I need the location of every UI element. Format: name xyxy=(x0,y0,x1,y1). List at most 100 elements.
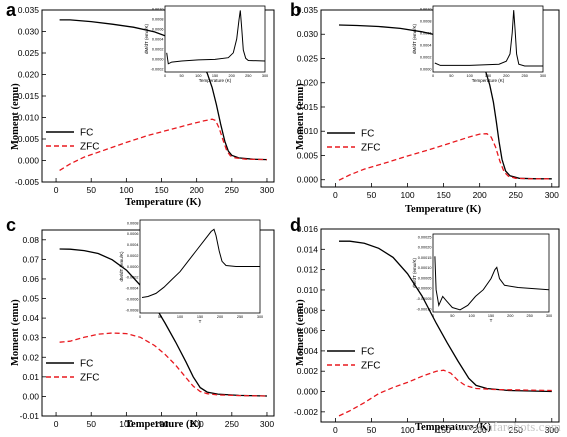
inset-x-tick-label: 100 xyxy=(468,314,474,318)
inset-y-axis-title: dM/dT (emu/K) xyxy=(412,24,417,54)
inset-frame xyxy=(432,233,550,313)
y-tick-label: 0.010 xyxy=(297,285,319,295)
series-fc-line xyxy=(338,24,552,180)
inset-dmdt-line xyxy=(434,10,543,67)
y-tick-label: 0.07 xyxy=(22,254,39,264)
chart-panel-d: 0 50 100 150 200 250 300 -0.002 0.000 0.002 0.004 0… xyxy=(294,224,560,435)
inset-frame xyxy=(164,5,266,73)
y-tick-label: 0.04 xyxy=(22,313,39,323)
series-fc-line xyxy=(59,19,268,161)
y-tick-label: 0.002 xyxy=(297,366,319,376)
inset-x-tick-label: 50 xyxy=(158,315,162,319)
inset-x-axis-title: Temperature (K) xyxy=(472,78,505,83)
inset-y-tick-label: -0.0004 xyxy=(126,287,139,291)
inset-x-axis-title: T xyxy=(199,319,202,324)
inset-x-axis-title: T xyxy=(490,318,493,323)
inset-x-tick-label: 300 xyxy=(257,315,263,319)
inset-x-tick-label: 300 xyxy=(262,74,268,78)
inset-frame xyxy=(432,5,544,73)
series-zfc-line xyxy=(59,332,268,397)
y-tick-label: 0.010 xyxy=(18,113,40,123)
inset-y-tick-label: -0.00005 xyxy=(417,297,432,301)
inset-y-tick-label: 0.0008 xyxy=(420,19,432,23)
panel-label-b: b xyxy=(290,0,301,20)
legend-label-zfc: ZFC xyxy=(80,142,99,153)
y-tick-label: 0.016 xyxy=(297,224,319,234)
x-axis-title-c: Temperature (K) xyxy=(125,419,202,430)
y-tick-label: 0.005 xyxy=(297,150,319,160)
legend-label-fc: FC xyxy=(80,359,93,370)
y-tick-label: 0.000 xyxy=(297,175,319,185)
inset-x-tick-label: 150 xyxy=(488,314,494,318)
x-axis-title-b: Temperature (K) xyxy=(405,204,482,215)
inset-y-tick-label: 0.0004 xyxy=(420,43,432,47)
inset-y-tick-label: 0.0002 xyxy=(127,254,139,258)
x-tick-label: 300 xyxy=(260,419,274,429)
legend-label-zfc: ZFC xyxy=(361,361,380,372)
inset-x-tick-label: 150 xyxy=(485,74,491,78)
inset-x-tick-label: 200 xyxy=(228,74,234,78)
series-zfc-line xyxy=(59,118,268,171)
y-tick-label: 0.035 xyxy=(18,5,40,15)
y-tick-label: 0.00 xyxy=(22,391,39,401)
inset-y-tick-label: 0.0004 xyxy=(127,243,139,247)
x-tick-label: 0 xyxy=(54,185,59,195)
series-fc-line xyxy=(339,240,552,393)
inset-x-tick-label: 250 xyxy=(526,314,532,318)
inset-y-tick-label: 0.00005 xyxy=(418,276,432,280)
legend-label-fc: FC xyxy=(361,129,374,140)
y-tick-label: 0.015 xyxy=(18,91,40,101)
inset-x-tick-label: 200 xyxy=(217,315,223,319)
x-tick-label: 250 xyxy=(509,190,523,200)
x-tick-label: 200 xyxy=(190,419,204,429)
y-tick-label: 0.025 xyxy=(18,48,40,58)
y-tick-label: 0.030 xyxy=(297,29,319,39)
y-tick-label: 0.035 xyxy=(297,5,319,15)
x-axis-title-d: Temperature (K) xyxy=(415,422,492,433)
inset-x-tick-label: 0 xyxy=(432,314,434,318)
legend-label-fc: FC xyxy=(80,128,93,139)
inset-x-tick-label: 200 xyxy=(503,74,509,78)
inset-y-tick-label: 0.00000 xyxy=(418,287,432,291)
inset-x-tick-label: 50 xyxy=(449,74,453,78)
inset-x-tick-label: 100 xyxy=(195,74,201,78)
y-tick-label: 0.05 xyxy=(22,294,39,304)
x-tick-label: 300 xyxy=(545,190,559,200)
inset-y-tick-label: 0.0004 xyxy=(152,37,164,41)
y-tick-label: 0.025 xyxy=(297,53,319,63)
inset-x-axis-title: Temperature (K) xyxy=(199,78,232,83)
inset-y-tick-label: -0.0006 xyxy=(126,297,139,301)
x-tick-label: 150 xyxy=(154,185,168,195)
inset-x-tick-label: 300 xyxy=(546,314,552,318)
x-tick-label: 150 xyxy=(437,190,451,200)
y-tick-label: 0.000 xyxy=(18,156,40,166)
inset-x-tick-label: 250 xyxy=(237,315,243,319)
inset-y-axis-title: dM/dT (emu/K) xyxy=(119,251,124,281)
chart-panel-a: 0 50 100 150 200 250 300 -0.005 0.000 0.005 0.010 0… xyxy=(15,5,275,195)
inset-y-tick-label: 0.0006 xyxy=(127,232,139,236)
x-tick-label: 0 xyxy=(333,425,338,435)
inset-y-tick-label: 0.0002 xyxy=(420,55,432,59)
x-tick-label: 200 xyxy=(473,425,487,435)
legend-label-zfc: ZFC xyxy=(80,373,99,384)
plot-frame xyxy=(320,228,560,423)
x-tick-label: 50 xyxy=(86,185,96,195)
y-tick-label: 0.008 xyxy=(297,305,319,315)
inset-y-axis-title: dM/dT (emu/K) xyxy=(412,258,417,288)
chart-panel-b: 0 50 100 150 200 250 300 0.000 0.005 0.010 0.015 0.… xyxy=(297,5,560,200)
inset-y-tick-label: 0.0006 xyxy=(152,27,164,31)
y-tick-label: 0.030 xyxy=(18,27,40,37)
inset-x-tick-label: 150 xyxy=(197,315,203,319)
inset-x-tick-label: 0 xyxy=(164,74,166,78)
inset-x-tick-label: 250 xyxy=(521,74,527,78)
x-tick-label: 150 xyxy=(437,425,451,435)
y-tick-label: 0.014 xyxy=(297,244,319,254)
inset-dmdt-line xyxy=(141,228,260,298)
x-axis-title-a: Temperature (K) xyxy=(125,197,202,208)
y-tick-label: 0.015 xyxy=(297,102,319,112)
x-tick-label: 250 xyxy=(225,419,239,429)
inset-y-tick-label: 0.00025 xyxy=(418,235,432,239)
inset-x-tick-label: 50 xyxy=(180,74,184,78)
panel-label-c: c xyxy=(6,215,17,235)
series-zfc-line xyxy=(338,369,552,417)
